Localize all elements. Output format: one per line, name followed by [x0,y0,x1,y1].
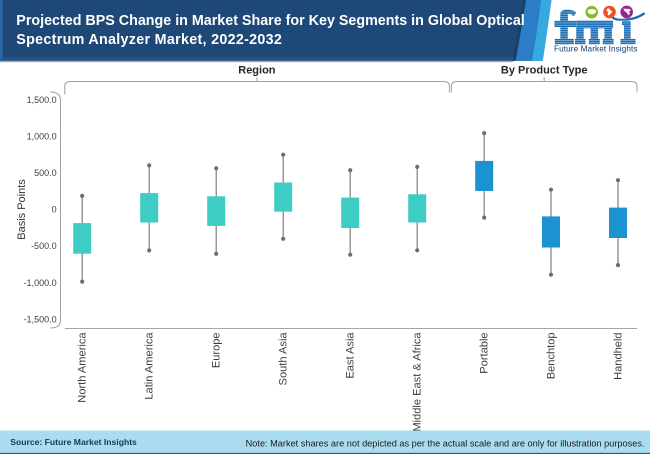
svg-text:Future Market Insights: Future Market Insights [554,45,638,54]
svg-text:South Asia: South Asia [278,332,290,386]
svg-text:Latin America: Latin America [144,332,156,400]
svg-text:Benchtop: Benchtop [545,332,557,379]
svg-text:Handheld: Handheld [612,332,624,380]
svg-text:Region: Region [238,65,276,77]
svg-text:-500.0: -500.0 [31,241,57,251]
svg-text:0: 0 [52,205,57,215]
svg-text:1,000.0: 1,000.0 [27,131,57,141]
svg-text:Spectrum Analyzer Market, 2022: Spectrum Analyzer Market, 2022-2032 [16,32,282,48]
svg-text:Portable: Portable [479,332,491,373]
svg-text:Basis Points: Basis Points [16,179,28,240]
svg-text:Middle East & Africa: Middle East & Africa [412,332,424,432]
svg-text:Source: Future Market Insights: Source: Future Market Insights [10,437,137,447]
svg-text:North America: North America [77,332,89,403]
svg-text:By Product Type: By Product Type [501,65,588,77]
svg-text:-1,000.0: -1,000.0 [24,278,57,288]
svg-text:-1,500.0: -1,500.0 [24,314,57,324]
svg-text:500.0: 500.0 [34,168,57,178]
svg-text:1,500.0: 1,500.0 [27,95,57,105]
svg-text:Europe: Europe [211,332,223,368]
svg-text:Projected BPS Change in Market: Projected BPS Change in Market Share for… [16,13,524,29]
svg-text:Note: Market shares are not de: Note: Market shares are not depicted as … [246,439,645,449]
svg-text:East Asia: East Asia [345,332,357,379]
